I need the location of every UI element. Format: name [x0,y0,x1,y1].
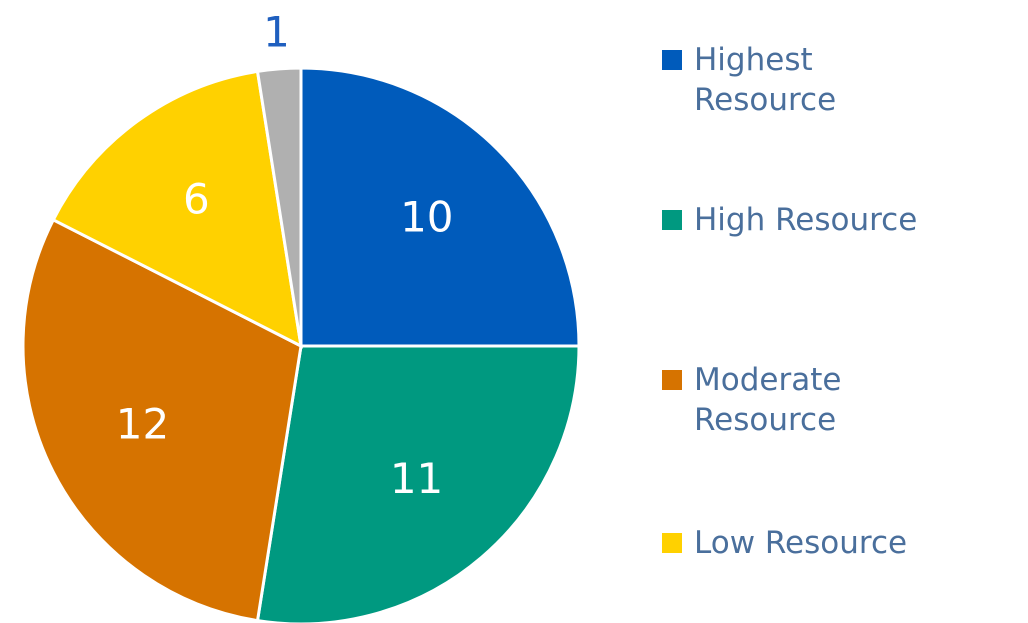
legend-item: High Resource [662,200,962,240]
legend-swatch [662,533,682,553]
pie-slice [21,217,303,623]
legend-item: Highest Resource [662,40,962,120]
data-label: 6 [183,175,210,224]
legend-item: Low Resource [662,523,962,563]
pie-slice [299,66,581,348]
data-label: 1 [263,7,290,56]
data-label: 12 [116,399,169,448]
legend-label: Moderate Resource [694,362,842,438]
pie-slice [255,66,303,347]
legend-label: High Resource [694,202,918,238]
data-label: 11 [390,454,443,503]
legend-swatch [662,210,682,230]
data-label: 10 [400,193,453,242]
pie-area: 10 11 12 6 1 [21,7,581,623]
legend-item: Moderate Resource [662,360,962,440]
legend-swatch [662,370,682,390]
legend-label: Low Resource [694,525,908,561]
legend-swatch [662,50,682,70]
pie-slice [255,344,581,623]
pie-slice [51,69,303,349]
legend-label: Highest Resource [694,42,837,118]
